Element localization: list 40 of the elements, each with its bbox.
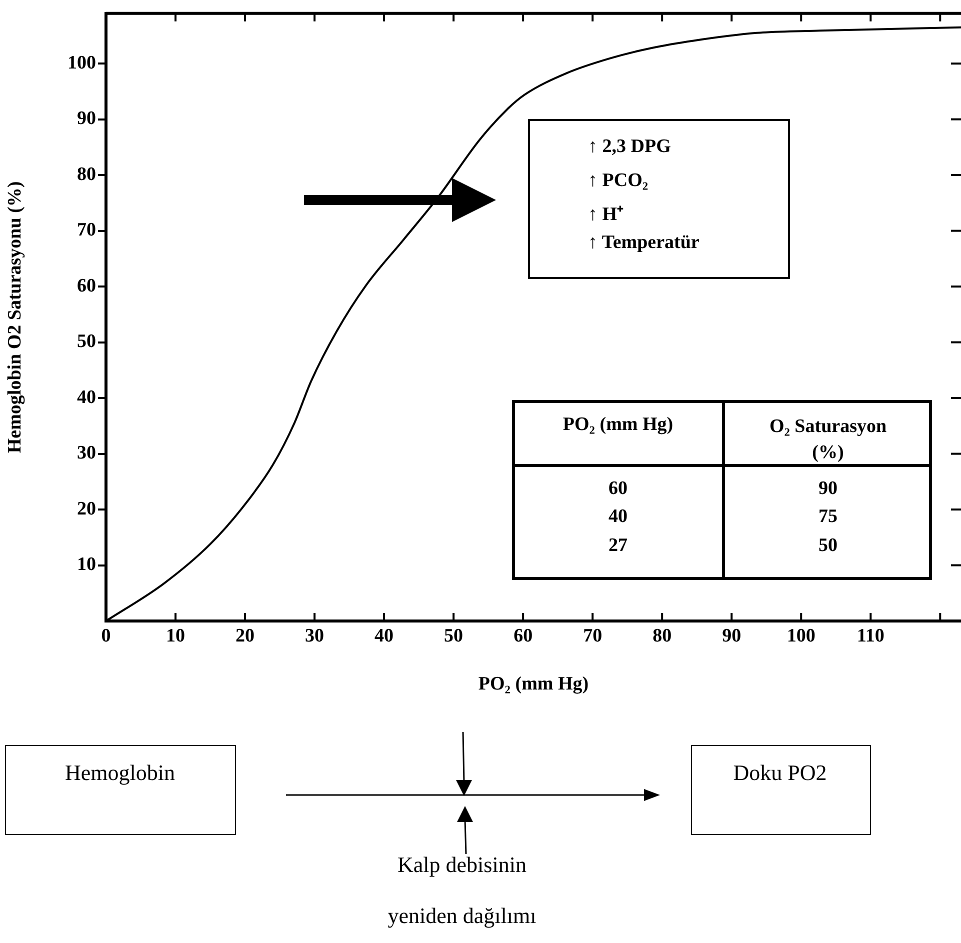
x-tick-label: 110	[856, 625, 884, 646]
y-tick-label: 40	[77, 386, 96, 408]
y-tick-label: 20	[77, 498, 96, 520]
x-tick-label: 50	[444, 625, 464, 646]
annotation: PO₂ (mm Hg)	[562, 414, 674, 436]
x-tick-label: 80	[652, 625, 672, 646]
text: yeniden dağılımı	[388, 903, 536, 929]
y-tick-label: 90	[77, 108, 96, 130]
annotation: 50	[818, 535, 838, 557]
y-tick-label: 50	[77, 331, 96, 352]
x-tick-label: 20	[236, 625, 255, 646]
y-axis-title: Hemoglobin O2 Saturasyonu (%)	[4, 181, 26, 454]
x-tick-label: 60	[514, 625, 533, 646]
x-tick-label: 70	[583, 625, 602, 646]
annotation: 75	[818, 506, 838, 528]
x-tick-label: 30	[305, 625, 324, 646]
x-tick-label: 90	[722, 625, 742, 646]
y-tick-label: 30	[77, 442, 96, 464]
annotation: 90	[818, 478, 838, 500]
annotation: ↑ H⁺	[588, 203, 624, 226]
y-tick-label: 10	[77, 554, 96, 576]
y-tick-label: 70	[77, 220, 96, 241]
annotation: O₂ Saturasyon (%)	[768, 415, 888, 465]
text: Doku PO2	[733, 760, 827, 786]
text: Hemoglobin	[65, 760, 175, 786]
x-tick-label: 100	[786, 625, 816, 646]
annotation: 40	[608, 506, 628, 528]
y-tick-label: 80	[77, 164, 96, 185]
text: Kalp debisinin	[398, 852, 526, 878]
x-tick-label: 0	[101, 625, 111, 646]
y-tick-label: 100	[68, 52, 96, 74]
x-tick-label: 10	[166, 625, 186, 646]
annotation: ↑ PCO₂	[588, 170, 648, 192]
x-tick-label: 40	[374, 625, 394, 646]
y-tick-label: 60	[77, 275, 96, 296]
annotation: ↑ 2,3 DPG	[588, 136, 671, 158]
x-axis-title: PO₂ (mm Hg)	[478, 674, 589, 695]
annotation: 27	[608, 535, 628, 557]
annotation: ↑ Temperatür	[588, 232, 700, 254]
annotation: 60	[608, 478, 628, 500]
